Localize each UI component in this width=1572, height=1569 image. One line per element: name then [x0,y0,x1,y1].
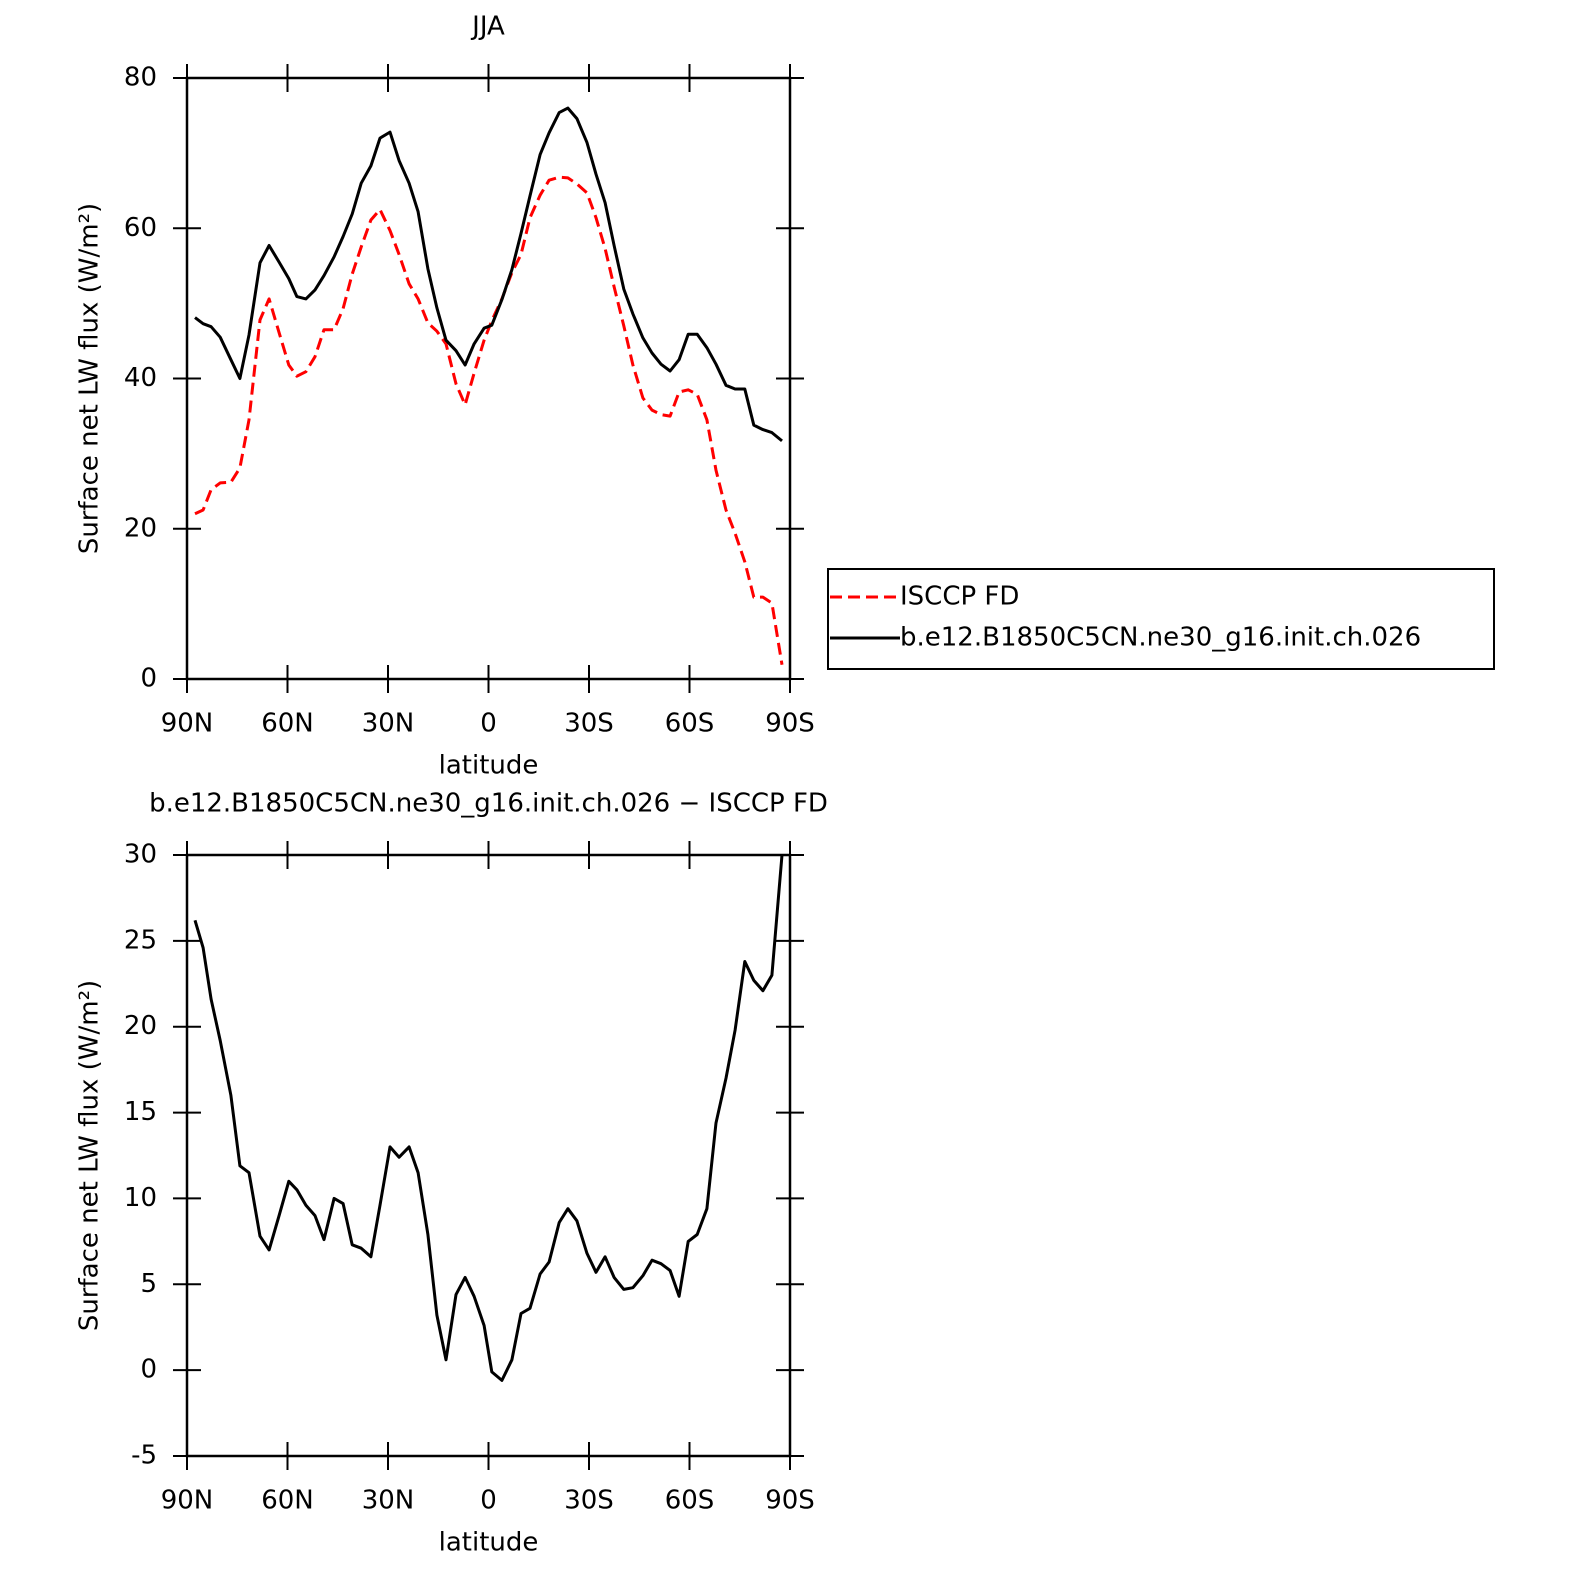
x-tick-label: 90N [161,1486,214,1516]
plot-frame [185,76,792,681]
chart-title: b.e12.B1850C5CN.ne30_g16.init.ch.026 − I… [149,789,828,819]
x-tick-label: 90S [765,1486,815,1516]
x-tick-label: 60N [261,1486,314,1516]
data-line [194,106,783,443]
y-tick-label: 80 [124,63,157,93]
legend-box [827,568,1495,670]
x-tick-label: 30N [362,1486,415,1516]
y-tick-label: 0 [140,1355,157,1385]
y-axis-label: Surface net LW flux (W/m²) [75,980,105,1331]
chart-title: JJA [470,12,505,42]
y-tick-label: 20 [124,1011,157,1041]
data-line [194,175,784,665]
y-axis-label: Surface net LW flux (W/m²) [75,203,105,554]
x-tick-label: 0 [480,709,497,739]
legend-label: ISCCP FD [900,582,1019,612]
x-tick-label: 30N [362,709,415,739]
x-tick-label: 90N [161,709,214,739]
y-tick-label: 20 [124,513,157,543]
x-axis-label: latitude [439,751,539,781]
legend-label: b.e12.B1850C5CN.ne30_g16.init.ch.026 [900,623,1421,653]
y-tick-label: 5 [140,1269,157,1299]
y-tick-label: 0 [140,664,157,694]
y-tick-label: 30 [124,840,157,870]
x-tick-label: 90S [765,709,815,739]
x-tick-label: 60S [665,1486,715,1516]
x-axis-label: latitude [439,1528,539,1558]
y-tick-label: -5 [131,1441,157,1471]
x-tick-label: 30S [564,1486,614,1516]
y-tick-label: 10 [124,1183,157,1213]
y-tick-label: 40 [124,363,157,393]
x-tick-label: 30S [564,709,614,739]
y-tick-label: 25 [124,925,157,955]
x-tick-label: 60S [665,709,715,739]
plot-frame [185,853,792,1458]
y-tick-label: 15 [124,1097,157,1127]
data-line [193,854,784,1382]
y-tick-label: 60 [124,213,157,243]
x-tick-label: 0 [480,1486,497,1516]
x-tick-label: 60N [261,709,314,739]
